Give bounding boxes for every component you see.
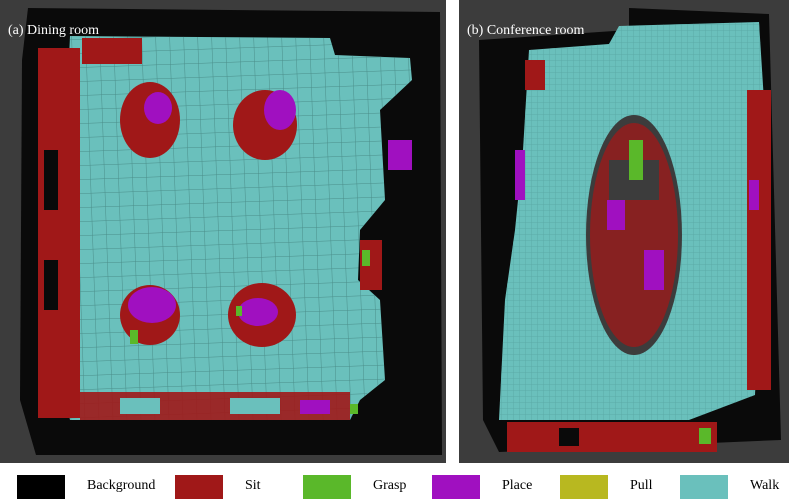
grasp-cluster	[350, 404, 358, 414]
sit-swatch	[175, 475, 223, 499]
grasp-swatch	[303, 475, 351, 499]
place-cluster	[128, 287, 176, 323]
walk-region	[120, 398, 160, 414]
legend-label: Place	[502, 478, 533, 493]
background-region	[44, 150, 58, 210]
grasp-cluster	[130, 330, 138, 344]
legend-label: Pull	[630, 478, 653, 493]
sit-region-bottom	[507, 422, 717, 452]
place-cluster	[607, 200, 625, 230]
background-swatch	[17, 475, 65, 499]
sit-region-right	[747, 90, 771, 390]
pull-swatch	[560, 475, 608, 499]
legend-label: Sit	[245, 478, 261, 493]
panel-label-dining-room: (a) Dining room	[8, 23, 99, 38]
sit-region-left	[38, 48, 80, 418]
conference-room-segmentation-map	[479, 8, 781, 452]
walk-swatch	[680, 475, 728, 499]
conference-room-panel: (b) Conference room	[459, 0, 789, 463]
legend: Background Sit Grasp Place Pull Walk	[0, 470, 789, 503]
grasp-cluster	[362, 250, 370, 266]
panel-label-conference-room: (b) Conference room	[467, 23, 585, 38]
sit-region-top	[82, 38, 142, 64]
walk-region	[230, 398, 280, 414]
legend-label: Background	[87, 478, 156, 493]
place-cluster	[749, 180, 759, 210]
place-cluster	[644, 250, 664, 290]
floor-grid	[62, 36, 412, 420]
place-cluster	[300, 400, 330, 414]
legend-label: Grasp	[373, 478, 407, 493]
place-cluster	[515, 150, 525, 200]
sit-cluster	[525, 60, 545, 90]
place-cluster	[144, 92, 172, 124]
dining-room-panel: (a) Dining room	[0, 0, 446, 463]
grasp-cluster	[699, 428, 711, 444]
background-region	[559, 428, 579, 446]
place-cluster	[238, 298, 278, 326]
place-cluster	[264, 90, 296, 130]
grasp-cluster	[629, 140, 643, 180]
place-swatch	[432, 475, 480, 499]
dining-room-segmentation-map	[20, 8, 442, 455]
background-region	[44, 260, 58, 310]
grasp-cluster	[236, 306, 242, 316]
place-cluster	[388, 140, 412, 170]
legend-label: Walk	[750, 478, 780, 493]
